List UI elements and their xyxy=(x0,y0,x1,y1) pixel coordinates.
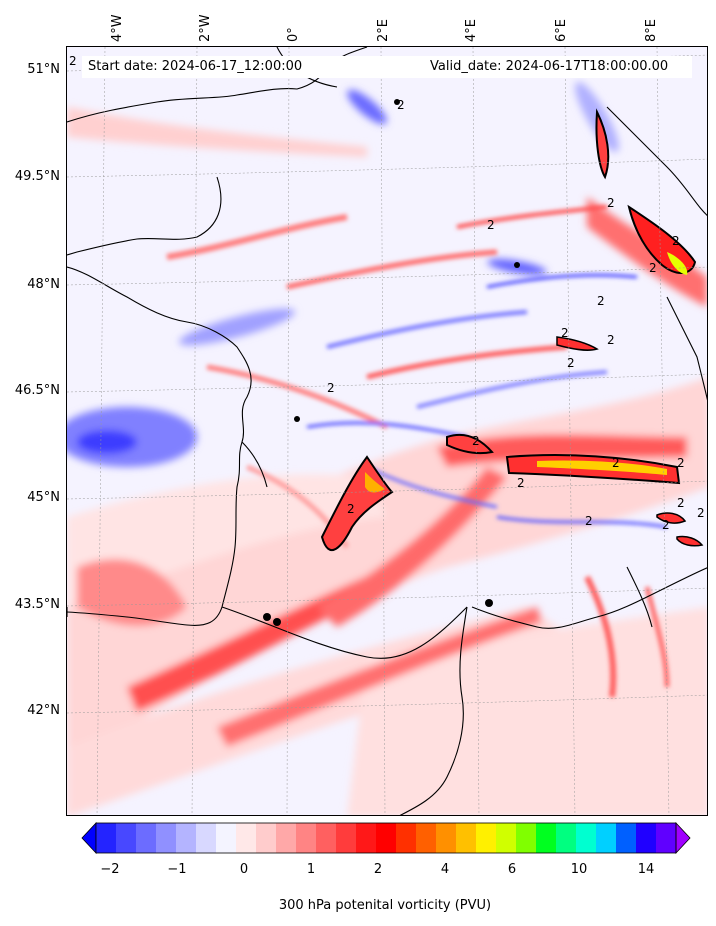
colorbar-segment xyxy=(516,823,537,853)
colorbar-tick-label: 10 xyxy=(570,862,588,877)
colorbar-segment xyxy=(496,823,517,853)
contour-label: 2 xyxy=(607,333,615,347)
lat-label: 42°N xyxy=(27,703,60,718)
lat-label: 51°N xyxy=(27,62,60,77)
colorbar-segment xyxy=(256,823,277,853)
colorbar-segment xyxy=(196,823,217,853)
info-bar xyxy=(82,56,692,78)
colorbar-segment xyxy=(436,823,457,853)
colorbar-segment xyxy=(356,823,377,853)
colorbar-segment xyxy=(376,823,397,853)
colorbar-segment xyxy=(616,823,637,853)
lon-label: 6°E xyxy=(554,19,569,42)
lat-label: 49.5°N xyxy=(14,169,60,184)
lat-label: 48°N xyxy=(27,277,60,292)
contour-label: 2 xyxy=(662,518,670,532)
lon-label: 4°W xyxy=(110,14,125,42)
colorbar-tick-label: 1 xyxy=(306,862,316,877)
colorbar-border xyxy=(95,822,677,854)
colorbar-segment xyxy=(596,823,617,853)
pv-shading xyxy=(67,82,707,815)
contour-label: 2 xyxy=(517,476,525,490)
colorbar-arrow-right xyxy=(675,822,691,855)
contour-label: 2 xyxy=(69,54,77,68)
contour-label: 2 xyxy=(612,456,620,470)
pv-streaks xyxy=(166,205,670,698)
contour-label: 2 xyxy=(397,98,405,112)
colorbar-tick-label: −2 xyxy=(100,862,120,877)
graticule xyxy=(67,47,707,815)
contour-label: 2 xyxy=(672,234,680,248)
colorbar-segment xyxy=(556,823,577,853)
colorbar-segment xyxy=(396,823,417,853)
colorbar-segment xyxy=(456,823,477,853)
colorbar-segment xyxy=(276,823,297,853)
colorbar-segment xyxy=(316,823,337,853)
contour-label: 2 xyxy=(347,502,355,516)
colorbar-tick-label: 0 xyxy=(239,862,249,877)
colorbar-segment xyxy=(216,823,237,853)
colorbar-segment xyxy=(116,823,137,853)
lon-label: 4°E xyxy=(464,19,479,42)
colorbar-segment xyxy=(156,823,177,853)
colorbar-segment xyxy=(476,823,497,853)
colorbar-segment xyxy=(636,823,657,853)
colorbar-arrow-left xyxy=(81,822,97,855)
colorbar-segment xyxy=(576,823,597,853)
colorbar-segment xyxy=(536,823,557,853)
contour-label: 2 xyxy=(597,294,605,308)
lat-label: 45°N xyxy=(27,490,60,505)
contour-label: 2 xyxy=(677,456,685,470)
contour-label: 2 xyxy=(567,356,575,370)
colorbar-segment xyxy=(136,823,157,853)
contour-label: 2 xyxy=(487,218,495,232)
colorbar xyxy=(81,822,691,855)
colorbar-tick-label: 4 xyxy=(440,862,450,877)
lon-label: 2°W xyxy=(198,14,213,42)
lat-label: 43.5°N xyxy=(14,597,60,612)
contour-label: 2 xyxy=(472,434,480,448)
pv-maxima xyxy=(263,99,704,626)
contour-label: 2 xyxy=(649,261,657,275)
contour-label: 2 xyxy=(561,326,569,340)
colorbar-tick-label: 2 xyxy=(373,862,383,877)
start-date: Start date: 2024-06-17_12:00:00 xyxy=(88,59,303,74)
colorbar-label: 300 hPa potenital vorticity (PVU) xyxy=(278,898,492,913)
contour-label: 2 xyxy=(607,196,615,210)
lon-label: 8°E xyxy=(644,19,659,42)
colorbar-segment xyxy=(96,823,117,853)
lat-label: 46.5°N xyxy=(14,383,60,398)
contour-label: 2 xyxy=(327,381,335,395)
colorbar-tick-label: 6 xyxy=(507,862,517,877)
colorbar-segment xyxy=(296,823,317,853)
contour-label: 2 xyxy=(697,506,705,520)
valid-date: Valid_date: 2024-06-17T18:00:00.00 xyxy=(430,59,669,74)
colorbar-tick-label: 14 xyxy=(637,862,655,877)
colorbar-segment xyxy=(656,823,677,853)
colorbar-segment xyxy=(416,823,437,853)
colorbar-segment xyxy=(236,823,257,853)
contour-label: 2 xyxy=(585,514,593,528)
colorbar-segment xyxy=(336,823,357,853)
colorbar-segment xyxy=(176,823,197,853)
lon-label: 2°E xyxy=(376,19,391,42)
contour-label: 2 xyxy=(677,496,685,510)
lon-label: 0° xyxy=(286,27,301,42)
colorbar-tick-label: −1 xyxy=(167,862,187,877)
